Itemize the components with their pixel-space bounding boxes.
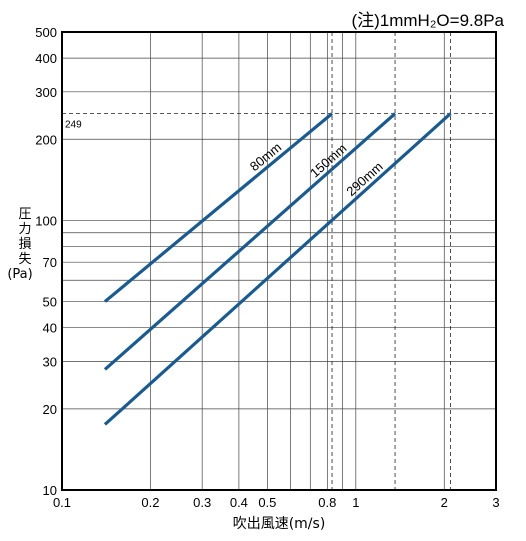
x-tick-label: 0.1 bbox=[53, 495, 71, 510]
y-tick-label: 100 bbox=[35, 213, 57, 228]
y-axis-label: 失 bbox=[18, 252, 31, 267]
series-line-150mm bbox=[103, 112, 397, 371]
x-axis-label: 吹出風速(m/s) bbox=[233, 516, 326, 532]
x-tick-label: 0.8 bbox=[318, 495, 336, 510]
x-tick-label: 0.2 bbox=[141, 495, 159, 510]
series-line-80mm bbox=[103, 112, 334, 303]
y-tick-label: 500 bbox=[35, 25, 57, 40]
y-axis-label: 力 bbox=[18, 222, 31, 237]
y-tick-label: 400 bbox=[35, 51, 57, 66]
y-tick-label: 50 bbox=[43, 295, 57, 310]
x-tick-label: 1 bbox=[352, 495, 359, 510]
reference-label-249: 249 bbox=[65, 120, 82, 131]
y-tick-label: 10 bbox=[43, 483, 57, 498]
y-axis-label: (Pa) bbox=[7, 267, 32, 282]
y-tick-label: 40 bbox=[43, 321, 57, 336]
y-tick-label: 200 bbox=[35, 132, 57, 147]
plot-frame bbox=[61, 31, 497, 491]
unit-note: (注)1mmH₂O=9.8Pa bbox=[351, 11, 504, 30]
y-tick-label: 20 bbox=[43, 402, 57, 417]
x-tick-label: 3 bbox=[492, 495, 499, 510]
x-tick-label: 0.5 bbox=[258, 495, 276, 510]
y-tick-label: 70 bbox=[43, 255, 57, 270]
y-axis-label: 圧 bbox=[18, 207, 31, 222]
x-tick-label: 0.3 bbox=[193, 495, 211, 510]
y-tick-label: 30 bbox=[43, 354, 57, 369]
x-tick-label: 2 bbox=[441, 495, 448, 510]
x-tick-label: 0.4 bbox=[230, 495, 248, 510]
series-line-290mm bbox=[103, 112, 452, 426]
y-axis-label: 損 bbox=[18, 237, 31, 252]
y-tick-label: 300 bbox=[35, 85, 57, 100]
